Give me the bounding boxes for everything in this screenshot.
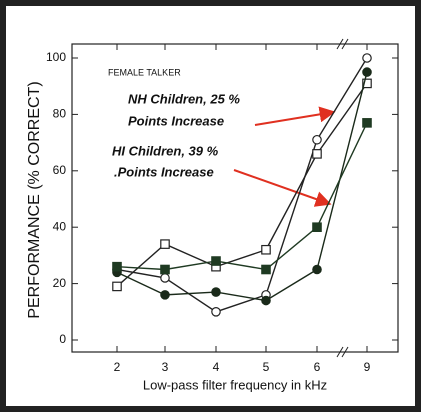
marker [211,287,221,297]
x-tick-label: 3 [162,360,169,374]
marker [362,53,372,63]
x-tick-label: 2 [114,360,121,374]
marker [211,306,221,317]
marker [160,273,170,283]
series-line [116,57,368,313]
x-tick-label: 4 [213,360,220,374]
annotation: NH Children, 25 % [128,91,240,106]
marker [112,281,122,292]
marker [312,264,322,275]
series-line [116,122,368,271]
annotation: Points Increase [128,113,224,128]
annotation: .Points Increase [114,164,214,179]
y-axis-label: PERFORMANCE (% CORRECT) [26,81,43,318]
y-tick-label: 100 [46,50,66,64]
marker [312,222,322,232]
x-tick-label: 9 [364,360,371,374]
y-tick-label: 20 [53,276,67,290]
marker [211,256,221,266]
marker [312,134,322,145]
axis-break [336,38,349,358]
y-tick-label: 60 [53,163,67,177]
series-line [116,71,368,302]
marker [362,67,372,77]
marker [112,261,122,272]
x-tick-label: 5 [263,360,270,374]
arrow [254,106,336,126]
y-tick-label: 80 [53,107,67,121]
marker [160,239,170,249]
plot-area [71,43,399,353]
series-line [116,82,368,287]
arrow [233,169,332,207]
y-tick-label: 0 [59,332,66,346]
marker [160,290,170,300]
annotation: HI Children, 39 % [112,143,219,158]
marker [362,118,372,128]
marker [312,149,322,159]
annotation: FEMALE TALKER [108,67,181,77]
x-axis-label: Low-pass filter frequency in kHz [143,377,327,392]
marker [261,264,271,275]
marker [261,295,271,306]
y-tick-label: 40 [53,219,67,233]
marker [261,244,271,255]
x-tick-label: 6 [314,360,321,374]
marker [160,264,170,275]
marker [362,78,372,89]
